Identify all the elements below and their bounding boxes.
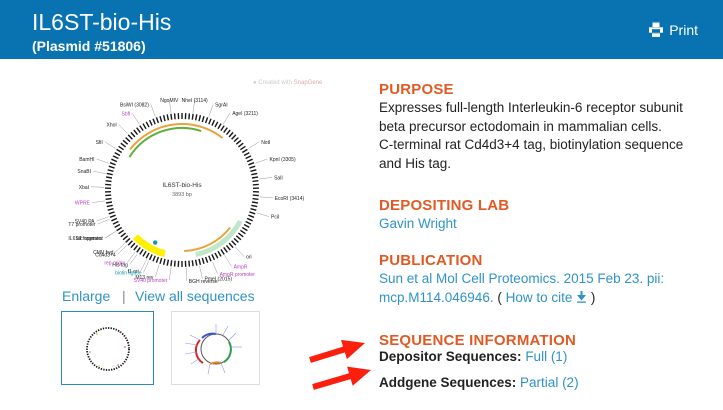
svg-text:SV40 PA: SV40 PA <box>75 219 96 225</box>
svg-text:3893 bp: 3893 bp <box>172 192 192 198</box>
svg-text:BamHI: BamHI <box>79 157 94 163</box>
svg-text:NotI: NotI <box>261 140 270 146</box>
svg-text:SalI: SalI <box>274 175 283 181</box>
svg-text:SfiI: SfiI <box>96 140 103 146</box>
svg-text:AmpR promoter: AmpR promoter <box>220 272 256 278</box>
svg-text:SnaBI: SnaBI <box>77 169 91 175</box>
svg-text:biotin ligase: biotin ligase <box>115 271 142 277</box>
svg-text:IL6ST fragment: IL6ST fragment <box>68 236 103 242</box>
svg-text:NheI (3114): NheI (3114) <box>182 98 208 104</box>
svg-text:SbfI: SbfI <box>121 112 130 118</box>
svg-text:His tag: His tag <box>112 263 128 269</box>
svg-text:EcoRI (3414): EcoRI (3414) <box>275 196 305 202</box>
svg-text:AmpR: AmpR <box>234 264 248 270</box>
svg-text:ori: ori <box>246 255 252 261</box>
svg-text:KpnI (3305): KpnI (3305) <box>270 157 296 163</box>
svg-text:IL6ST-bio-His: IL6ST-bio-His <box>162 182 202 189</box>
svg-text:Cd4d3+4: Cd4d3+4 <box>95 252 116 258</box>
svg-text:AgeI (3211): AgeI (3211) <box>232 111 258 117</box>
svg-text:PciI: PciI <box>271 215 279 221</box>
svg-text:XhoI: XhoI <box>107 123 117 129</box>
svg-text:NgoMIV: NgoMIV <box>160 98 179 104</box>
svg-text:SgrAI: SgrAI <box>215 103 228 109</box>
svg-text:WPRE: WPRE <box>75 201 91 207</box>
svg-text:XbaI: XbaI <box>79 185 89 191</box>
svg-text:BsiWI (3082): BsiWI (3082) <box>120 103 149 109</box>
svg-text:SV40 promoter: SV40 promoter <box>134 278 168 284</box>
